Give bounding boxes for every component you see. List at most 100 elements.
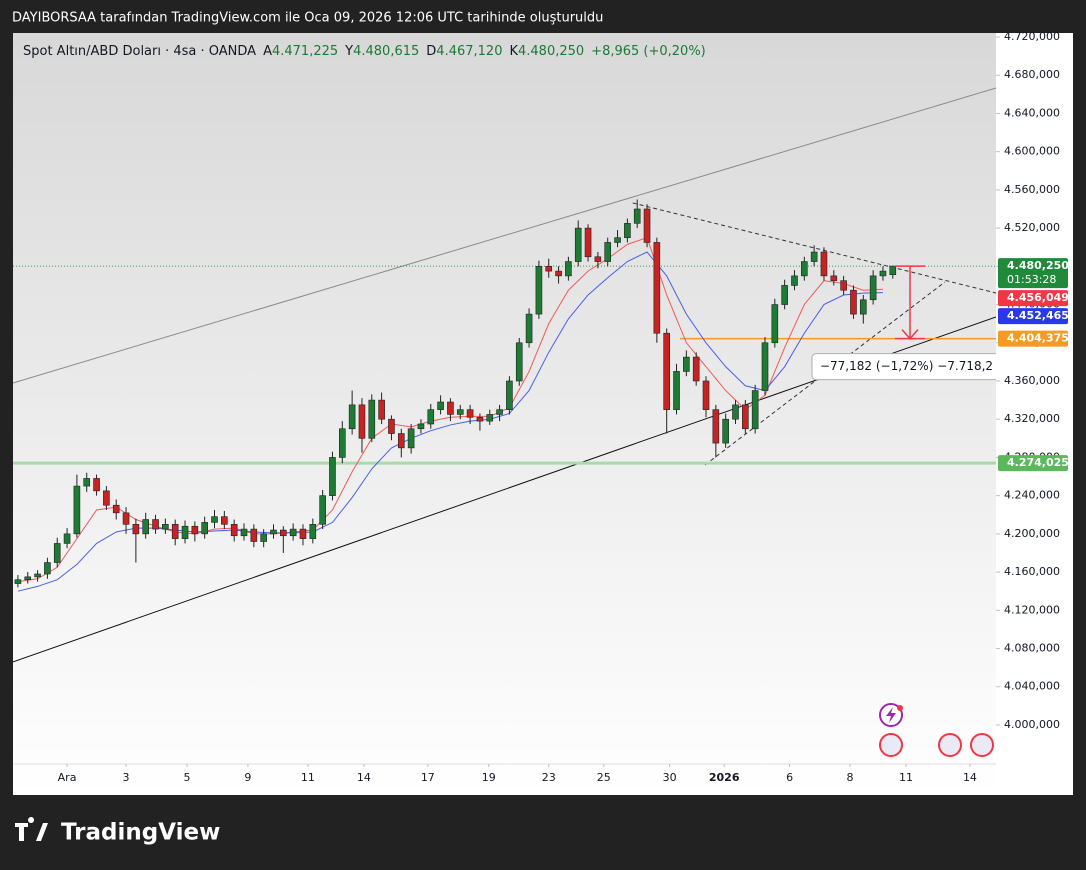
symbol: Spot Altın/ABD Doları · 4sa · OANDA [23, 44, 257, 59]
candle-body [348, 404, 356, 430]
candle-body [515, 342, 523, 382]
price-label-box [998, 330, 1068, 347]
candle-body [240, 528, 248, 537]
y-tick-label: 4.080,000 [1004, 642, 1060, 655]
candle-body [879, 270, 887, 277]
candle-body [624, 223, 631, 238]
candle-body [565, 261, 572, 277]
candle-body [112, 504, 120, 514]
lightning [886, 707, 896, 723]
candle-body [191, 525, 199, 535]
candle-body [309, 524, 317, 539]
candle-body [663, 332, 670, 410]
x-tick-label: Ara [58, 771, 77, 784]
candle-body [132, 524, 140, 535]
candle-body [230, 524, 238, 537]
price-label: 4.274,025 [1007, 456, 1069, 469]
candle-body [702, 380, 710, 410]
x-tick-label: 14 [963, 771, 977, 784]
candle-body [211, 516, 218, 523]
candle-body [280, 529, 287, 537]
candle-body [122, 512, 130, 525]
candle-body [260, 533, 267, 542]
plot-area [13, 33, 996, 795]
candle-body [201, 522, 208, 535]
price-label: 4.480,250 [1007, 259, 1069, 272]
x-tick-label: 11 [301, 771, 315, 784]
candle-body [889, 265, 897, 276]
price-label-box [998, 455, 1068, 472]
candle-body [761, 342, 769, 391]
y-tick-label: 4.320,000 [1004, 412, 1060, 425]
price-label-box [998, 258, 1068, 289]
price-label: 4.456,049 [1007, 291, 1069, 304]
y-tick-label: 4.160,000 [1004, 565, 1060, 578]
flag-icon [879, 733, 903, 757]
candle-body [93, 478, 100, 492]
y-tick-label: 4.640,000 [1004, 106, 1060, 119]
candle-body [368, 399, 376, 439]
legend-key: K [509, 44, 518, 59]
legend-key: Y [345, 44, 354, 59]
candle-body [388, 418, 395, 434]
candle-body [545, 266, 553, 272]
event-icons [879, 703, 994, 757]
x-tick-label: 19 [482, 771, 496, 784]
candle-body [466, 409, 474, 418]
measure-box [811, 353, 996, 381]
candle-body [810, 251, 818, 262]
header-title: DAYIBORSAA tarafından TradingView.com il… [12, 11, 603, 26]
candle-body [673, 371, 680, 410]
event-dot [897, 705, 903, 711]
y-tick-label: 4.240,000 [1004, 489, 1060, 502]
legend-change: +8,965 (+0,20%) [591, 44, 706, 59]
candle-body [506, 380, 513, 410]
x-tick-label: 30 [663, 771, 677, 784]
candle-body [53, 543, 61, 563]
candle-body [319, 495, 326, 525]
candle-body [732, 404, 739, 420]
candle-body [447, 401, 454, 415]
legend-key: D [426, 44, 437, 59]
logo-mark [15, 817, 48, 841]
candle-body [712, 409, 720, 444]
candle-body [869, 275, 877, 301]
candle-body [751, 390, 759, 430]
y-tick-label: 4.040,000 [1004, 680, 1060, 693]
price-countdown: 01:53:28 [1007, 273, 1056, 286]
candle-body [496, 409, 503, 415]
candle-body [555, 270, 562, 277]
x-tick-label: 25 [597, 771, 611, 784]
candle-body [44, 562, 51, 575]
candle-body [535, 266, 543, 315]
candle-body [34, 573, 41, 578]
candle-body [486, 414, 494, 422]
candle-body [63, 533, 71, 544]
candle-body [683, 356, 690, 372]
price-label-box [998, 290, 1068, 307]
x-tick-label: 14 [357, 771, 371, 784]
logo-text: TradingView [61, 820, 220, 846]
y-tick-label: 4.560,000 [1004, 183, 1060, 196]
price-label-box [998, 308, 1068, 325]
candle-body [397, 433, 405, 449]
legend: Spot Altın/ABD Doları · 4sa · OANDA A4.47… [23, 44, 706, 59]
measure-label: −77,182 (−1,72%) −7.718,2 [820, 359, 993, 373]
legend-value: 4.467,120 [436, 44, 503, 59]
x-tick-label: 3 [123, 771, 130, 784]
candle-body [437, 401, 444, 410]
candle-body [791, 275, 798, 286]
candle-body [771, 304, 779, 344]
candle-body [525, 313, 533, 344]
candle-body [339, 428, 346, 458]
price-label: 4.404,375 [1007, 332, 1069, 345]
candle-body [24, 576, 32, 581]
candle-body [859, 299, 867, 315]
candle-body [850, 289, 857, 315]
candle-body [221, 516, 228, 525]
candle-body [299, 528, 307, 539]
candle-body [329, 457, 336, 496]
trend-line [632, 202, 996, 294]
legend-value: 4.480,250 [518, 44, 585, 59]
